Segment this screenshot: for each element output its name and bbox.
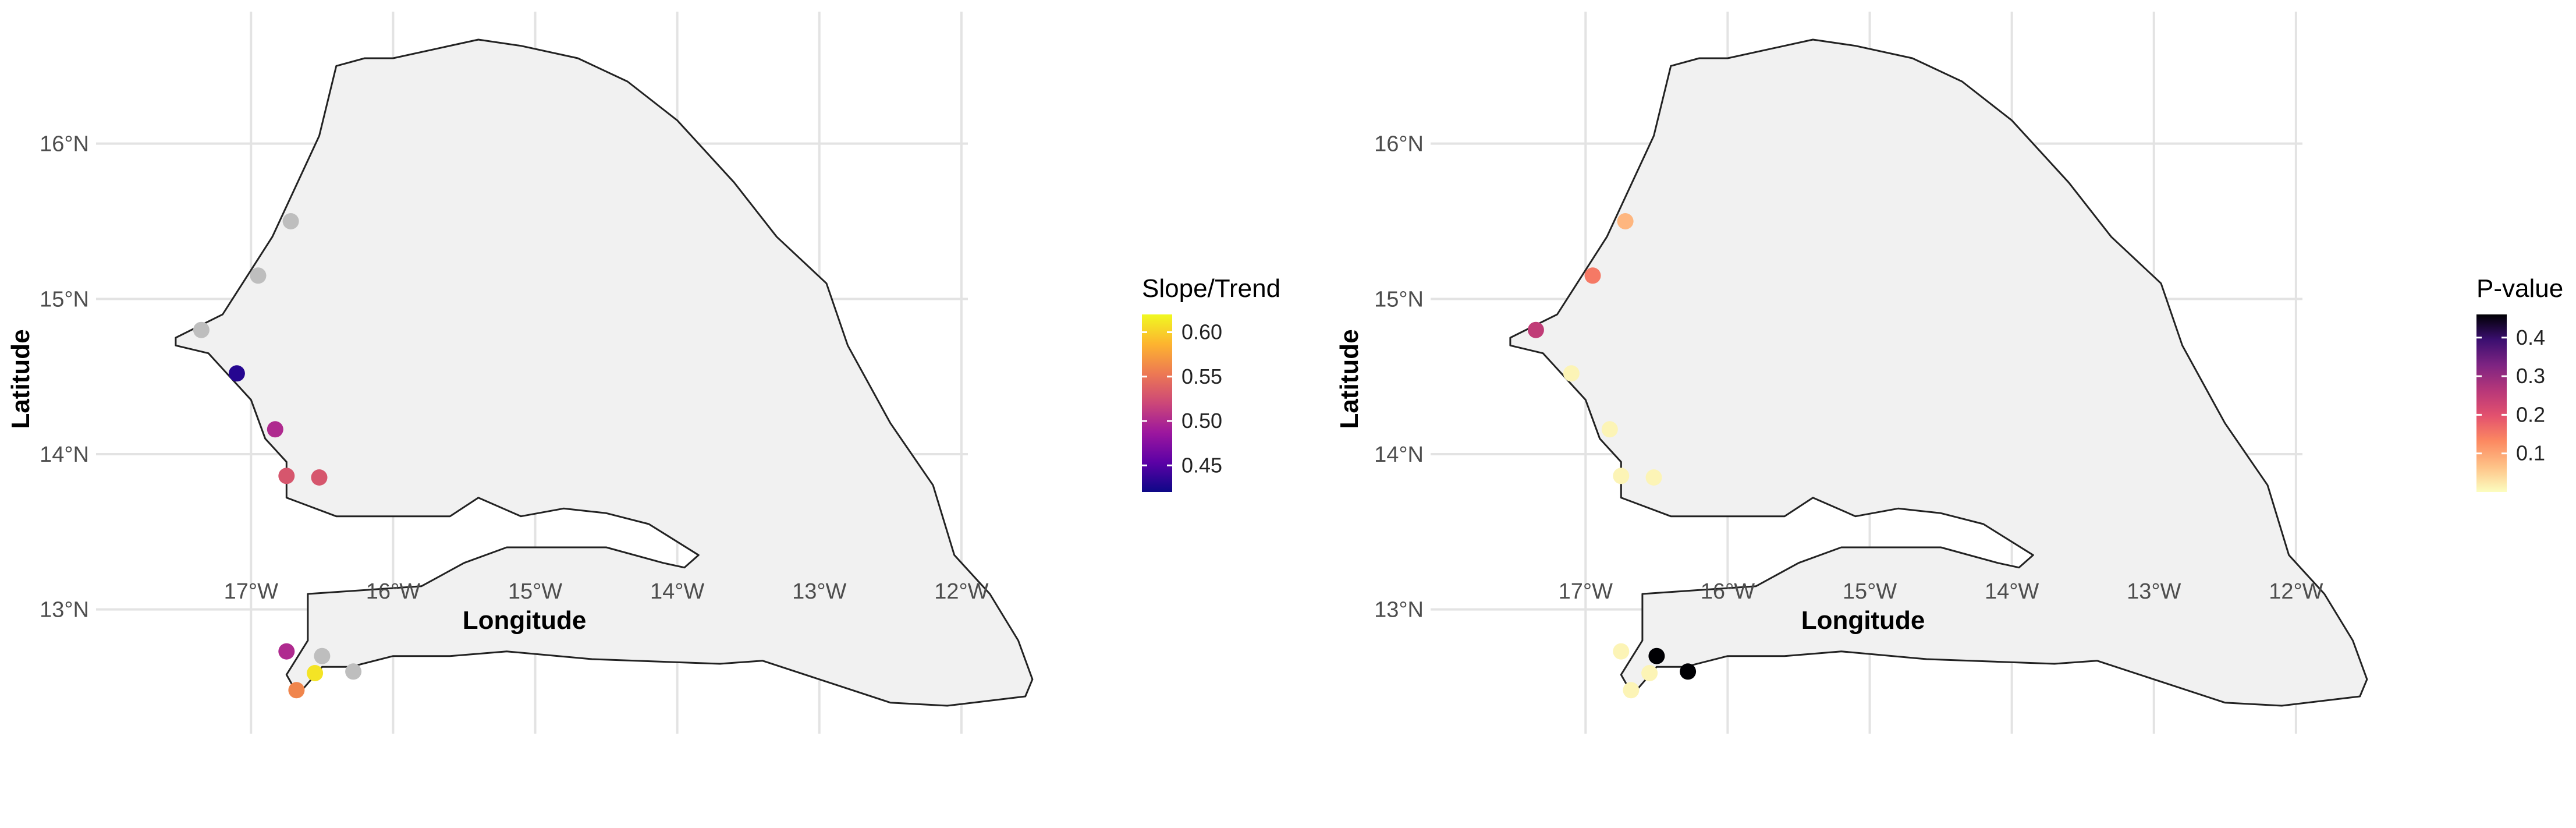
legend-title: P-value xyxy=(2476,274,2563,303)
colorbar-tick-label: 0.45 xyxy=(1181,453,1222,477)
x-tick-label: 14°W xyxy=(1985,579,2039,604)
station-point xyxy=(278,468,295,484)
legend-title: Slope/Trend xyxy=(1142,274,1280,303)
colorbar-tick-label: 0.2 xyxy=(2516,402,2545,426)
y-tick-label: 16°N xyxy=(40,132,89,157)
station-point xyxy=(1641,665,1658,681)
x-axis-title: Longitude xyxy=(463,606,587,635)
station-point xyxy=(1648,647,1665,664)
y-tick-label: 15°N xyxy=(1374,287,1424,312)
station-point xyxy=(311,469,328,486)
station-point xyxy=(1645,469,1662,486)
station-point xyxy=(1613,468,1630,484)
x-tick-label: 13°W xyxy=(2127,579,2181,604)
station-point xyxy=(1563,365,1580,382)
y-tick-label: 14°N xyxy=(1374,443,1424,467)
y-axis-title: Latitude xyxy=(6,329,35,429)
colorbar-tick-label: 0.50 xyxy=(1181,409,1222,433)
senegal-outline xyxy=(1509,38,2368,707)
station-point xyxy=(278,643,295,660)
station-point xyxy=(228,365,245,382)
station-point xyxy=(1623,682,1640,699)
station-point xyxy=(1617,213,1634,229)
y-axis-title: Latitude xyxy=(1335,329,1364,429)
x-tick-label: 12°W xyxy=(934,579,988,604)
station-point xyxy=(282,213,299,229)
x-tick-label: 16°W xyxy=(366,579,420,604)
y-tick-label: 13°N xyxy=(40,598,89,622)
slope-trend-map-panel: 17°W 16°W 15°W 14°W 13°W 12°W 16°N 15°N 14°N 13°… xyxy=(6,12,1280,734)
station-point xyxy=(267,421,283,438)
x-tick-label: 14°W xyxy=(650,579,704,604)
station-point xyxy=(1680,663,1697,680)
y-tick-label: 16°N xyxy=(1374,132,1424,157)
y-tick-label: 14°N xyxy=(40,443,89,467)
station-point xyxy=(1584,267,1601,284)
station-point xyxy=(1613,643,1630,660)
colorbar-tick-label: 0.1 xyxy=(2516,441,2545,465)
x-tick-label: 15°W xyxy=(1843,579,1897,604)
colorbar xyxy=(2476,314,2507,492)
station-point xyxy=(193,321,210,338)
station-point xyxy=(250,267,267,284)
station-point xyxy=(1527,321,1544,338)
p-value-map: 17°W 16°W 15°W 14°W 13°W 12°W 16°N 15°N 14°N 13°… xyxy=(1335,12,2563,734)
legend: Slope/Trend 0.45 0.50 0.55 0.60 xyxy=(1142,274,1280,492)
x-tick-label: 17°W xyxy=(224,579,278,604)
station-point xyxy=(307,665,324,681)
y-tick-label: 15°N xyxy=(40,287,89,312)
y-tick-label: 13°N xyxy=(1374,598,1424,622)
slope-trend-map: 17°W 16°W 15°W 14°W 13°W 12°W 16°N 15°N 14°N 13°… xyxy=(6,12,1280,734)
legend: P-value 0.1 0.2 0.3 0.4 xyxy=(2476,274,2563,492)
x-tick-label: 12°W xyxy=(2269,579,2323,604)
x-axis-title: Longitude xyxy=(1801,606,1925,635)
station-point xyxy=(345,663,362,680)
x-tick-label: 13°W xyxy=(792,579,846,604)
station-point xyxy=(314,647,331,664)
colorbar-tick-label: 0.4 xyxy=(2516,325,2545,349)
station-point xyxy=(1601,421,1618,438)
p-value-map-panel: 17°W 16°W 15°W 14°W 13°W 12°W 16°N 15°N 14°N 13°… xyxy=(1288,0,2576,828)
x-tick-label: 16°W xyxy=(1701,579,1755,604)
colorbar-tick-label: 0.60 xyxy=(1181,320,1222,344)
colorbar-tick-label: 0.55 xyxy=(1181,365,1222,388)
colorbar xyxy=(1142,314,1172,492)
x-tick-label: 15°W xyxy=(508,579,562,604)
x-tick-label: 17°W xyxy=(1559,579,1613,604)
station-point xyxy=(288,682,305,699)
senegal-outline xyxy=(175,38,1034,707)
colorbar-tick-label: 0.3 xyxy=(2516,364,2545,388)
